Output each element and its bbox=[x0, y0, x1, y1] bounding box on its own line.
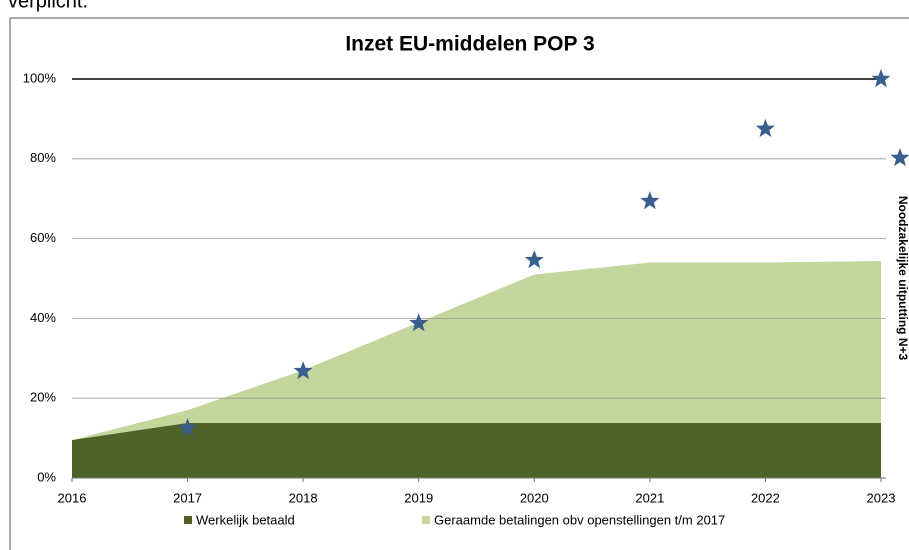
x-tick-label: 2019 bbox=[404, 490, 433, 505]
y-tick-label: 0% bbox=[37, 469, 56, 484]
x-tick-label: 2023 bbox=[867, 490, 896, 505]
header-text: verplicht. bbox=[8, 0, 88, 12]
legend-label: Geraamde betalingen obv openstellingen t… bbox=[434, 512, 725, 527]
y-tick-label: 40% bbox=[30, 310, 56, 325]
y-tick-label: 100% bbox=[23, 70, 57, 85]
legend-label: Noodzakelijke uitputting N+3 bbox=[896, 196, 909, 361]
star-marker bbox=[178, 418, 198, 437]
x-tick-label: 2016 bbox=[58, 490, 87, 505]
legend-marker bbox=[890, 148, 909, 167]
y-tick-label: 20% bbox=[30, 390, 56, 405]
legend-swatch bbox=[184, 516, 192, 524]
star-marker bbox=[409, 313, 429, 332]
y-tick-label: 60% bbox=[30, 230, 56, 245]
star-marker bbox=[755, 118, 775, 137]
star-marker bbox=[524, 250, 544, 269]
x-tick-label: 2022 bbox=[751, 490, 780, 505]
legend-label: Werkelijk betaald bbox=[196, 512, 295, 527]
star-marker bbox=[871, 69, 891, 88]
star-marker bbox=[640, 191, 660, 210]
star-marker bbox=[293, 361, 313, 380]
x-tick-label: 2020 bbox=[520, 490, 549, 505]
area bbox=[72, 422, 881, 478]
x-tick-label: 2021 bbox=[635, 490, 664, 505]
legend-swatch bbox=[422, 516, 430, 524]
x-tick-label: 2018 bbox=[289, 490, 318, 505]
y-tick-label: 80% bbox=[30, 150, 56, 165]
chart-title: Inzet EU-middelen POP 3 bbox=[345, 33, 594, 56]
x-tick-label: 2017 bbox=[173, 490, 202, 505]
